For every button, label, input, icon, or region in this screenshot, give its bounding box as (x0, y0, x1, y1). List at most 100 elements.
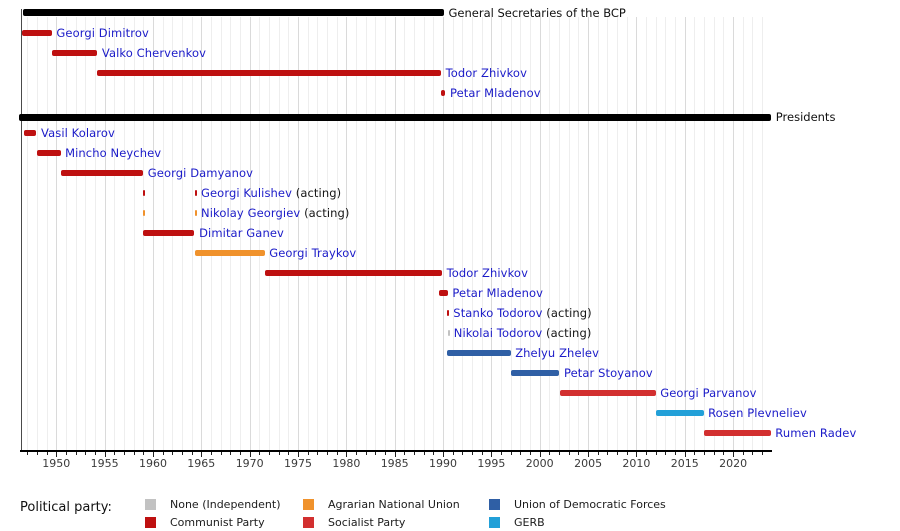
timeline-bar-zhelyu-zhelev (447, 350, 511, 356)
officeholder-name[interactable]: Rosen Plevneliev (708, 406, 807, 420)
officeholder-name[interactable]: Georgi Traykov (269, 246, 357, 260)
bar-label-rumen-radev[interactable]: Rumen Radev (775, 426, 856, 440)
gridline-1956 (114, 17, 116, 450)
officeholder-name[interactable]: Georgi Kulishev (201, 186, 293, 200)
gridline-1977 (317, 17, 319, 450)
gridline-1985 (394, 17, 396, 450)
bar-label-nikolay-georgiev[interactable]: Nikolay Georgiev (acting) (201, 206, 350, 220)
gridline-2009 (626, 17, 628, 450)
bar-label-dimitar-ganev[interactable]: Dimitar Ganev (199, 226, 284, 240)
plot-left-border (21, 9, 22, 452)
gridline-2002 (559, 17, 561, 450)
gridline-1993 (472, 17, 473, 450)
axis-minor-tick-1952 (75, 452, 77, 455)
axis-minor-tick-2022 (752, 452, 754, 455)
officeholder-name[interactable]: Nikolai Todorov (453, 326, 543, 340)
gridline-1974 (288, 17, 290, 450)
axis-minor-tick-2018 (713, 452, 715, 455)
axis-tick-label-1990: 1990 (429, 457, 457, 470)
officeholder-name[interactable]: Dimitar Ganev (199, 226, 284, 240)
bar-label-stanko-todorov[interactable]: Stanko Todorov (acting) (453, 306, 591, 320)
officeholder-name[interactable]: Zhelyu Zhelev (515, 346, 599, 360)
axis-minor-tick-1966 (211, 452, 212, 455)
axis-minor-tick-2016 (694, 452, 696, 455)
axis-minor-tick-2009 (626, 452, 628, 455)
officeholder-name[interactable]: Georgi Dimitrov (56, 26, 149, 40)
axis-minor-tick-1986 (404, 452, 406, 455)
officeholder-name[interactable]: Vasil Kolarov (41, 126, 115, 140)
axis-minor-tick-2021 (742, 452, 744, 455)
gridline-1957 (124, 17, 125, 450)
officeholder-name[interactable]: Stanko Todorov (453, 306, 543, 320)
axis-major-tick-2010 (636, 452, 638, 457)
officeholder-name[interactable]: Todor Zhivkov (446, 266, 528, 280)
section-bar-presidents (18, 113, 771, 121)
axis-minor-tick-1963 (182, 452, 183, 455)
gridline-1997 (510, 17, 512, 450)
bar-label-georgi-traykov[interactable]: Georgi Traykov (269, 246, 356, 260)
bar-label-zhelyu-zhelev[interactable]: Zhelyu Zhelev (515, 346, 599, 360)
axis-major-tick-1980 (346, 452, 348, 457)
officeholder-name[interactable]: Todor Zhivkov (445, 66, 527, 80)
bar-label-todor-zhivkov[interactable]: Todor Zhivkov (447, 266, 528, 280)
bar-label-vasil-kolarov[interactable]: Vasil Kolarov (41, 126, 115, 140)
axis-minor-tick-1954 (95, 452, 96, 455)
gridline-1981 (356, 17, 357, 450)
axis-minor-tick-1996 (501, 452, 503, 455)
officeholder-name[interactable]: Valko Chervenkov (101, 46, 207, 60)
axis-minor-tick-1959 (143, 452, 145, 455)
legend-label-communist: Communist Party (170, 516, 265, 529)
bar-label-georgi-parvanov[interactable]: Georgi Parvanov (660, 386, 756, 400)
gridline-2003 (568, 17, 570, 450)
officeholder-name[interactable]: Georgi Parvanov (660, 386, 757, 400)
axis-tick-label-2000: 2000 (525, 457, 554, 470)
officeholder-name[interactable]: Mincho Neychev (65, 146, 162, 160)
time-axis (20, 450, 772, 452)
bar-label-rosen-plevneliev[interactable]: Rosen Plevneliev (708, 406, 807, 420)
gridline-2010 (636, 17, 638, 450)
axis-tick-label-1985: 1985 (380, 457, 409, 470)
gridline-1953 (85, 17, 87, 450)
axis-minor-tick-2012 (655, 452, 657, 455)
timeline-bar-georgi-kulishev-2 (194, 190, 197, 196)
officeholder-name[interactable]: Georgi Damyanov (147, 166, 254, 180)
officeholder-name[interactable]: Petar Mladenov (452, 286, 543, 300)
axis-minor-tick-2011 (646, 452, 648, 455)
gridline-1980 (346, 17, 348, 450)
axis-minor-tick-2003 (568, 452, 570, 455)
axis-minor-tick-1977 (317, 452, 319, 455)
section-label-general-secretaries-of-the-bcp: General Secretaries of the BCP (448, 5, 626, 20)
axis-minor-tick-1962 (172, 452, 174, 455)
bar-label-mincho-neychev[interactable]: Mincho Neychev (65, 146, 161, 160)
bar-label-georgi-kulishev[interactable]: Georgi Kulishev (acting) (201, 186, 341, 200)
section-label-presidents: Presidents (775, 110, 836, 124)
officeholder-name[interactable]: Nikolay Georgiev (201, 206, 301, 220)
section-bar-general-secretaries-of-the-bcp (22, 9, 444, 16)
timeline-bar-todor-zhivkov (97, 70, 442, 76)
officeholder-name[interactable]: Rumen Radev (775, 426, 857, 440)
officeholder-name[interactable]: Petar Mladenov (450, 86, 541, 100)
axis-minor-tick-1982 (365, 452, 367, 455)
gridline-1979 (336, 17, 338, 450)
bar-label-georgi-dimitrov[interactable]: Georgi Dimitrov (56, 26, 148, 40)
officeholder-name[interactable]: Petar Stoyanov (564, 366, 653, 380)
bar-label-nikolai-todorov[interactable]: Nikolai Todorov (acting) (454, 326, 592, 340)
axis-minor-tick-1949 (46, 452, 48, 455)
legend-label-none: None (Independent) (170, 498, 281, 511)
axis-minor-tick-1989 (433, 452, 435, 455)
axis-tick-label-1970: 1970 (235, 457, 264, 470)
axis-minor-tick-1971 (259, 452, 261, 455)
gridline-1986 (404, 17, 406, 450)
bar-label-valko-chervenkov[interactable]: Valko Chervenkov (102, 46, 206, 60)
legend-label-socialist: Socialist Party (328, 516, 406, 529)
bar-label-petar-mladenov[interactable]: Petar Mladenov (450, 86, 541, 100)
gridline-2004 (578, 17, 580, 450)
bar-label-petar-stoyanov[interactable]: Petar Stoyanov (564, 366, 653, 380)
bar-label-todor-zhivkov[interactable]: Todor Zhivkov (446, 66, 527, 80)
axis-minor-tick-2017 (704, 452, 706, 455)
timeline-bar-dimitar-ganev (143, 230, 195, 236)
bar-label-petar-mladenov[interactable]: Petar Mladenov (452, 286, 543, 300)
bar-label-georgi-damyanov[interactable]: Georgi Damyanov (148, 166, 253, 180)
axis-minor-tick-1957 (124, 452, 125, 455)
